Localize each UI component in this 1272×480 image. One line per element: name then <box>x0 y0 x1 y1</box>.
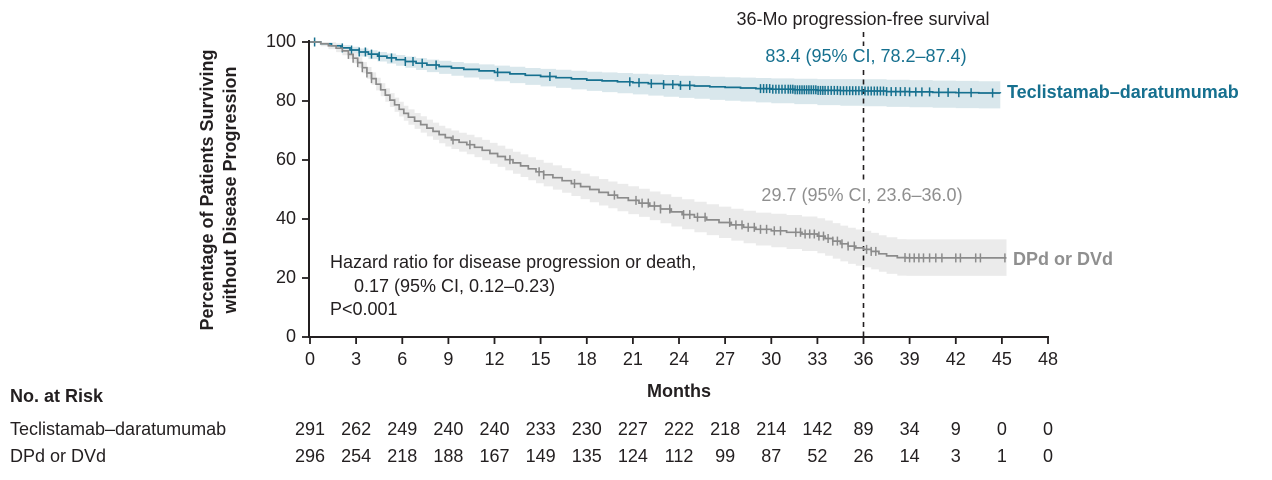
x-tick-label: 9 <box>443 349 454 369</box>
x-tick-label: 0 <box>304 349 315 369</box>
risk-count-dpd-or-dvd: 0 <box>1042 446 1053 466</box>
risk-count-teclistamab-daratumumab: 240 <box>479 419 510 439</box>
risk-count-teclistamab-daratumumab: 9 <box>950 419 961 439</box>
risk-count-dpd-or-dvd: 26 <box>853 446 874 466</box>
risk-count-dpd-or-dvd: 112 <box>664 446 694 466</box>
series-label-dpd-or-dvd: DPd or DVd <box>1013 249 1114 269</box>
ci-band-dpd-or-dvd <box>310 42 1007 276</box>
x-tick-label: 48 <box>1037 349 1059 369</box>
x-tick-label: 21 <box>622 349 643 369</box>
x-tick-label: 3 <box>351 349 362 369</box>
x-axis-label: Months <box>647 381 711 401</box>
risk-count-teclistamab-daratumumab: 34 <box>899 419 920 439</box>
risk-row-label-teclistamab-daratumumab: Teclistamab–daratumumab <box>10 419 227 439</box>
y-tick-label: 20 <box>275 267 296 287</box>
risk-count-dpd-or-dvd: 87 <box>761 446 782 466</box>
risk-count-teclistamab-daratumumab: 214 <box>756 419 787 439</box>
risk-count-dpd-or-dvd: 167 <box>479 446 510 466</box>
y-tick-label: 80 <box>275 90 296 110</box>
risk-count-dpd-or-dvd: 149 <box>525 446 556 466</box>
p-value: P<0.001 <box>330 299 398 319</box>
risk-count-dpd-or-dvd: 296 <box>294 446 326 466</box>
y-tick-label: 0 <box>285 326 296 346</box>
risk-count-dpd-or-dvd: 254 <box>341 446 372 466</box>
risk-count-teclistamab-daratumumab: 0 <box>996 419 1007 439</box>
risk-count-teclistamab-daratumumab: 222 <box>663 419 695 439</box>
hazard-ratio-note: Hazard ratio for disease progression or … <box>330 251 696 322</box>
hazard-ratio-line1: Hazard ratio for disease progression or … <box>330 252 697 272</box>
x-tick-label: 27 <box>715 349 736 369</box>
x-tick-label: 30 <box>761 349 782 369</box>
risk-count-teclistamab-daratumumab: 233 <box>525 419 556 439</box>
x-tick-label: 24 <box>668 349 690 369</box>
dpd-dvd-ci-annotation: 29.7 (95% CI, 23.6–36.0) <box>761 185 963 205</box>
y-axis-label-line2: without Disease Progression <box>220 66 240 314</box>
risk-count-dpd-or-dvd: 188 <box>433 446 464 466</box>
risk-count-teclistamab-daratumumab: 0 <box>1042 419 1053 439</box>
risk-row-label-dpd-or-dvd: DPd or DVd <box>10 446 107 466</box>
y-tick-label: 60 <box>275 149 296 169</box>
series-label-teclistamab-daratumumab: Teclistamab–daratumumab <box>1007 82 1239 102</box>
risk-count-dpd-or-dvd: 3 <box>950 446 961 466</box>
risk-count-dpd-or-dvd: 99 <box>715 446 736 466</box>
risk-count-dpd-or-dvd: 218 <box>387 446 418 466</box>
risk-count-dpd-or-dvd: 124 <box>617 446 648 466</box>
x-tick-label: 15 <box>530 349 551 369</box>
x-tick-label: 33 <box>807 349 828 369</box>
x-tick-label: 18 <box>576 349 597 369</box>
risk-count-teclistamab-daratumumab: 89 <box>853 419 874 439</box>
x-tick-label: 39 <box>899 349 920 369</box>
risk-count-dpd-or-dvd: 135 <box>571 446 602 466</box>
km-curve-dpd-or-dvd <box>310 41 1007 259</box>
risk-count-teclistamab-daratumumab: 249 <box>387 419 418 439</box>
risk-count-teclistamab-daratumumab: 227 <box>617 419 648 439</box>
risk-count-dpd-or-dvd: 14 <box>899 446 920 466</box>
risk-count-dpd-or-dvd: 1 <box>996 446 1007 466</box>
y-axis-label-line1: Percentage of Patients Surviving <box>197 49 217 331</box>
risk-count-teclistamab-daratumumab: 240 <box>433 419 464 439</box>
y-axis-label: Percentage of Patients Surviving without… <box>196 0 242 400</box>
x-tick-label: 6 <box>397 349 408 369</box>
y-tick-label: 100 <box>265 31 296 51</box>
risk-count-teclistamab-daratumumab: 230 <box>571 419 602 439</box>
risk-count-teclistamab-daratumumab: 218 <box>710 419 741 439</box>
risk-count-teclistamab-daratumumab: 291 <box>294 419 326 439</box>
risk-count-teclistamab-daratumumab: 142 <box>802 419 833 439</box>
x-tick-label: 36 <box>853 349 874 369</box>
x-tick-label: 12 <box>484 349 505 369</box>
x-tick-label: 45 <box>991 349 1012 369</box>
risk-count-dpd-or-dvd: 52 <box>807 446 828 466</box>
y-tick-label: 40 <box>275 208 296 228</box>
teclistamab-ci-annotation: 83.4 (95% CI, 78.2–87.4) <box>765 46 967 66</box>
risk-table-header: No. at Risk <box>10 386 104 406</box>
x-tick-label: 42 <box>945 349 966 369</box>
figure-title: 36-Mo progression-free survival <box>736 9 990 29</box>
risk-count-teclistamab-daratumumab: 262 <box>341 419 372 439</box>
hazard-ratio-line2: 0.17 (95% CI, 0.12–0.23) <box>354 275 556 296</box>
